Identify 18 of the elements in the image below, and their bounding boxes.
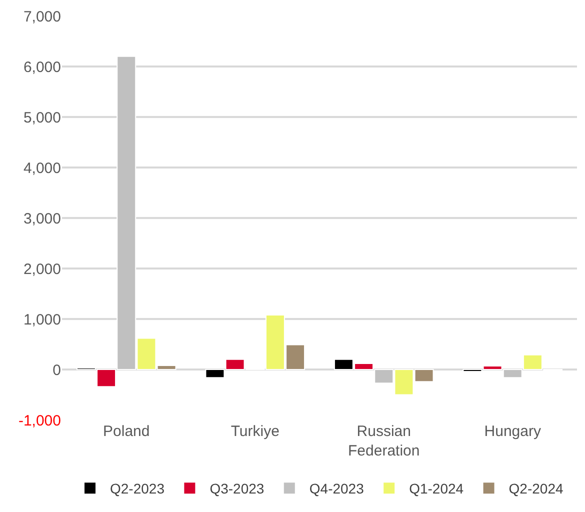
- y-tick-label: 0: [52, 362, 61, 379]
- y-tick-label: 6,000: [23, 58, 61, 76]
- x-tick-label: Poland: [103, 423, 150, 440]
- x-tick-label: Hungary: [484, 423, 542, 440]
- x-tick-label: Turkiye: [230, 423, 280, 440]
- y-tick-label: 2,000: [23, 260, 61, 278]
- y-tick-label: 4,000: [23, 160, 61, 177]
- x-tick-label: Russian Federation: [348, 423, 420, 460]
- y-tick-label: -1,000: [18, 412, 61, 430]
- legend-label: Q2-2024: [508, 480, 564, 497]
- legend-label: Q1-2024: [409, 480, 464, 497]
- legend-label: Q4-2023: [309, 480, 364, 497]
- y-tick-label: 3,000: [23, 210, 61, 228]
- y-tick-label: 1,000: [23, 311, 61, 328]
- legend-label: Q3-2023: [210, 480, 264, 497]
- legend-label: Q2-2023: [110, 480, 165, 497]
- y-tick-label: 7,000: [23, 8, 61, 26]
- y-tick-label: 5,000: [23, 109, 61, 126]
